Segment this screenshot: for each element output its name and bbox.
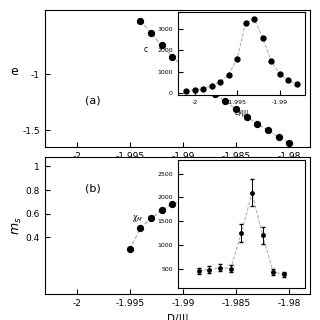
Point — [255, 176, 260, 181]
Text: (a): (a) — [84, 95, 100, 105]
Point — [223, 99, 228, 104]
X-axis label: D/|J|: D/|J| — [167, 314, 188, 320]
Point — [287, 171, 292, 176]
Point — [212, 185, 217, 190]
Text: (b): (b) — [84, 183, 100, 193]
Point — [180, 64, 186, 69]
Point — [127, 247, 132, 252]
Y-axis label: e: e — [10, 65, 18, 78]
Point — [138, 225, 143, 230]
Point — [191, 192, 196, 197]
Point — [276, 172, 281, 177]
Point — [159, 43, 164, 48]
Point — [276, 135, 281, 140]
Y-axis label: $m_s$: $m_s$ — [11, 216, 24, 235]
Point — [138, 18, 143, 23]
Point — [191, 73, 196, 78]
Point — [170, 202, 175, 207]
Point — [180, 197, 186, 202]
Point — [234, 180, 239, 186]
Point — [223, 183, 228, 188]
Point — [265, 128, 270, 133]
Point — [159, 208, 164, 213]
Point — [212, 91, 217, 96]
Point — [202, 82, 207, 87]
Point — [148, 216, 154, 221]
Point — [287, 140, 292, 145]
Point — [265, 174, 270, 180]
Point — [234, 107, 239, 112]
Point — [244, 178, 249, 183]
Point — [148, 30, 154, 36]
Point — [170, 54, 175, 59]
Point — [244, 115, 249, 120]
Point — [255, 121, 260, 126]
Point — [202, 189, 207, 194]
X-axis label: D/|J|: D/|J| — [167, 167, 188, 177]
